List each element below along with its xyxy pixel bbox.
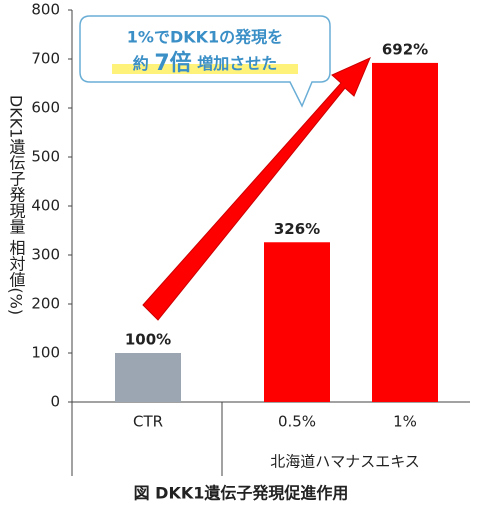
y-axis-label: DKK1遺伝子発現量 相対値(%) bbox=[7, 95, 26, 315]
caption: 図 DKK1遺伝子発現促進作用 bbox=[134, 484, 349, 503]
y-tick-label: 400 bbox=[31, 197, 60, 215]
y-tick-label: 300 bbox=[31, 246, 60, 264]
bar bbox=[372, 62, 438, 403]
value-label: 100% bbox=[125, 331, 171, 349]
y-tick-label: 0 bbox=[50, 393, 60, 411]
callout-line2: 約 7倍 増加させた bbox=[133, 50, 278, 76]
x-tick-label: 0.5% bbox=[278, 413, 316, 431]
bar bbox=[264, 242, 330, 402]
bars bbox=[115, 62, 438, 403]
callout-text: 約 bbox=[133, 54, 149, 73]
callout-line1: 1%でDKK1の発現を bbox=[127, 28, 283, 47]
x-tick-label: CTR bbox=[133, 413, 163, 431]
y-tick-label: 500 bbox=[31, 148, 60, 166]
y-tick-label: 800 bbox=[31, 1, 60, 19]
y-tick-label: 200 bbox=[31, 295, 60, 313]
callout-bubble bbox=[79, 15, 331, 108]
y-tick-label: 600 bbox=[31, 99, 60, 117]
x-tick-label: 1% bbox=[393, 413, 417, 431]
value-label: 326% bbox=[274, 220, 320, 238]
group-label: 北海道ハマナスエキス bbox=[270, 453, 420, 471]
callout-emphasis: 7倍 bbox=[154, 50, 191, 76]
y-tick-label: 700 bbox=[31, 50, 60, 68]
trend-arrow bbox=[142, 57, 371, 321]
y-tick-label: 100 bbox=[31, 344, 60, 362]
highlight bbox=[112, 64, 298, 74]
bar bbox=[115, 353, 181, 402]
callout-text: 増加させた bbox=[197, 54, 277, 73]
value-label: 692% bbox=[382, 40, 428, 58]
